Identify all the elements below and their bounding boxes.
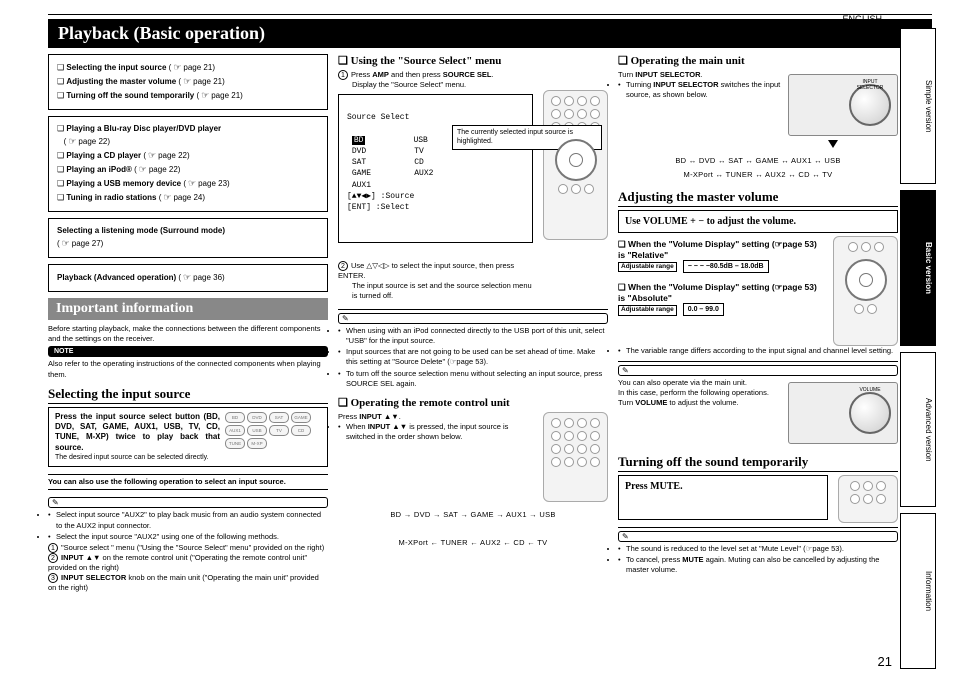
toc-item: ❑ Playing an iPod® (page 22) bbox=[57, 163, 319, 177]
column-3: ❑ Operating the main unit Turn INPUT SEL… bbox=[618, 54, 898, 593]
toc-box-3: Selecting a listening mode (Surround mod… bbox=[48, 218, 328, 258]
note-chip: NOTE bbox=[48, 346, 328, 357]
toc-item: ❑ Turning off the sound temporarily (pag… bbox=[57, 89, 319, 103]
tab-basic[interactable]: Basic version bbox=[900, 190, 936, 346]
src-btn: USB bbox=[247, 425, 267, 436]
remote-heading: ❑ Operating the remote control unit bbox=[338, 396, 608, 409]
volume-knob: VOLUME bbox=[849, 392, 891, 434]
pen-icon: ✎ bbox=[338, 313, 608, 324]
remote-diagram-2 bbox=[543, 412, 608, 502]
pen-icon: ✎ bbox=[48, 497, 328, 508]
page-number: 21 bbox=[878, 654, 892, 669]
source-button-grid: BD DVD SAT GAME AUX1 USB TV CD TUNE M-XP bbox=[225, 412, 321, 449]
top-rule bbox=[48, 14, 932, 15]
src-btn: TUNE bbox=[225, 438, 245, 449]
src-btn: AUX1 bbox=[225, 425, 245, 436]
toc-item: ❑ Tuning in radio stations (page 24) bbox=[57, 191, 319, 205]
src-btn: TV bbox=[269, 425, 289, 436]
remote-diagram-4 bbox=[838, 475, 898, 523]
toc-item: ❑ Selecting the input source (page 21) bbox=[57, 61, 319, 75]
side-tabs: Simple version Basic version Advanced ve… bbox=[900, 28, 936, 669]
select-source-box: BD DVD SAT GAME AUX1 USB TV CD TUNE M-XP… bbox=[48, 407, 328, 468]
src-btn: DVD bbox=[247, 412, 267, 423]
language-label: ENGLISH bbox=[842, 14, 882, 24]
toc-item: ❑ Adjusting the master volume (page 21) bbox=[57, 75, 319, 89]
src-btn: GAME bbox=[291, 412, 311, 423]
select-source-bullets: Select input source "AUX2" to play back … bbox=[48, 510, 328, 542]
tab-advanced[interactable]: Advanced version bbox=[900, 352, 936, 508]
unit-panel-2: VOLUME bbox=[788, 382, 898, 444]
source-chain: BD → DVD → SAT → GAME → AUX1 → USB M-XPo… bbox=[338, 508, 608, 551]
column-1: ❑ Selecting the input source (page 21) ❑… bbox=[48, 54, 328, 593]
toc-box-2: ❑ Playing a Blu-ray Disc player/DVD play… bbox=[48, 116, 328, 212]
source-chain-main: BD ↔ DVD ↔ SAT ↔ GAME ↔ AUX1 ↔ USB M-XPo… bbox=[618, 154, 898, 183]
arrow-down-icon bbox=[828, 140, 838, 148]
manual-page: ENGLISH Playback (Basic operation) ❑ Sel… bbox=[0, 0, 954, 681]
input-selector-knob: INPUT SELECTOR bbox=[849, 84, 891, 126]
remote-diagram bbox=[543, 90, 608, 240]
dpad-icon bbox=[555, 139, 597, 181]
lcd-screen: Source Select BD USB DVD TV SAT CD GAME … bbox=[338, 94, 533, 242]
main-unit-heading: ❑ Operating the main unit bbox=[618, 54, 898, 67]
toc-item: ❑ Playing a Blu-ray Disc player/DVD play… bbox=[57, 123, 319, 149]
pen-icon: ✎ bbox=[618, 531, 898, 542]
toc-box-1: ❑ Selecting the input source (page 21) ❑… bbox=[48, 54, 328, 110]
toc-box-4: Playback (Advanced operation) (page 36) bbox=[48, 264, 328, 292]
src-btn: BD bbox=[225, 412, 245, 423]
select-source-heading: Selecting the input source bbox=[48, 386, 328, 404]
volume-heading: Adjusting the master volume bbox=[618, 189, 898, 207]
tab-information[interactable]: Information bbox=[900, 513, 936, 669]
unit-panel: INPUT SELECTOR bbox=[788, 74, 898, 136]
src-btn: CD bbox=[291, 425, 311, 436]
toc-item: ❑ Playing a USB memory device (page 23) bbox=[57, 177, 319, 191]
important-intro: Before starting playback, make the conne… bbox=[48, 324, 328, 344]
remote-diagram-3 bbox=[833, 236, 898, 346]
pen-icon: ✎ bbox=[618, 365, 898, 376]
content-columns: ❑ Selecting the input source (page 21) ❑… bbox=[48, 54, 932, 593]
toc-item: ❑ Playing a CD player (page 22) bbox=[57, 149, 319, 163]
src-btn: M-XP bbox=[247, 438, 267, 449]
source-select-menu-heading: ❑ Using the "Source Select" menu bbox=[338, 54, 608, 67]
tab-simple[interactable]: Simple version bbox=[900, 28, 936, 184]
important-note: Also refer to the operating instructions… bbox=[48, 359, 328, 379]
important-heading: Important information bbox=[48, 298, 328, 320]
src-btn: SAT bbox=[269, 412, 289, 423]
column-2: ❑ Using the "Source Select" menu 1Press … bbox=[338, 54, 608, 593]
mute-heading: Turning off the sound temporarily bbox=[618, 454, 898, 472]
page-title: Playback (Basic operation) bbox=[48, 19, 932, 48]
